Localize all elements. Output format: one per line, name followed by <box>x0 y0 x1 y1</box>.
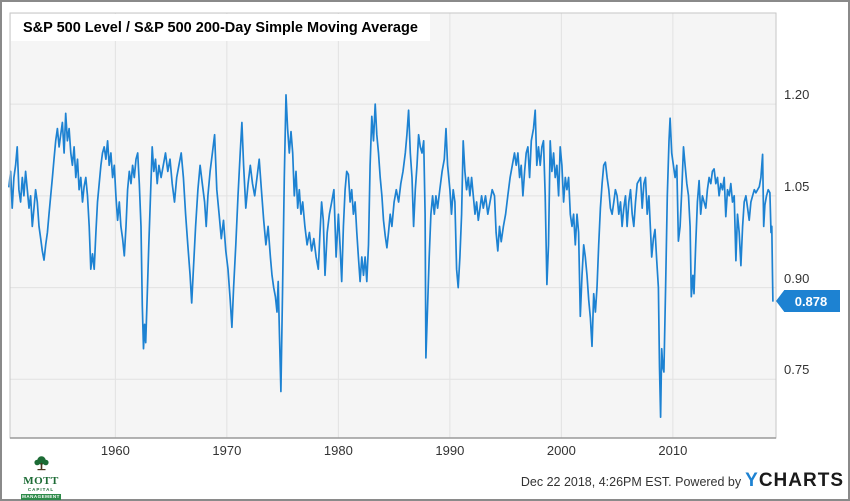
logo-line1: CAPITAL <box>27 487 55 492</box>
page-title: S&P 500 Level / S&P 500 200-Day Simple M… <box>11 14 430 41</box>
y-tick-label: 1.20 <box>784 87 810 103</box>
ycharts-y: Y <box>745 470 759 491</box>
x-tick-label: 1990 <box>435 443 465 458</box>
y-tick-label: 1.05 <box>784 178 810 194</box>
x-tick-label: 1980 <box>323 443 353 458</box>
tree-icon <box>33 456 49 471</box>
logo-line2: MANAGEMENT <box>21 493 61 500</box>
last-value-badge: 0.878 <box>776 290 840 313</box>
x-tick-label: 1970 <box>212 443 242 458</box>
mott-logo: MOTT CAPITAL MANAGEMENT <box>21 456 61 500</box>
ycharts-rest: CHARTS <box>758 470 844 491</box>
ratio-line-series <box>8 94 774 419</box>
y-tick-label: 0.90 <box>784 270 810 286</box>
ycharts-logo: YCHARTS <box>745 470 844 492</box>
powered-by-label: Powered by <box>671 475 742 489</box>
plot-area <box>10 13 776 438</box>
logo-name: MOTT <box>23 475 59 487</box>
x-tick-label: 1960 <box>100 443 130 458</box>
x-tick-label: 2000 <box>546 443 576 458</box>
timestamp: Dec 22 2018, 4:26PM EST. <box>520 475 672 489</box>
x-tick-label: 2010 <box>658 443 688 458</box>
footer: Dec 22 2018, 4:26PM EST. Powered by YCHA… <box>521 470 844 498</box>
y-tick-label: 0.75 <box>784 362 810 378</box>
